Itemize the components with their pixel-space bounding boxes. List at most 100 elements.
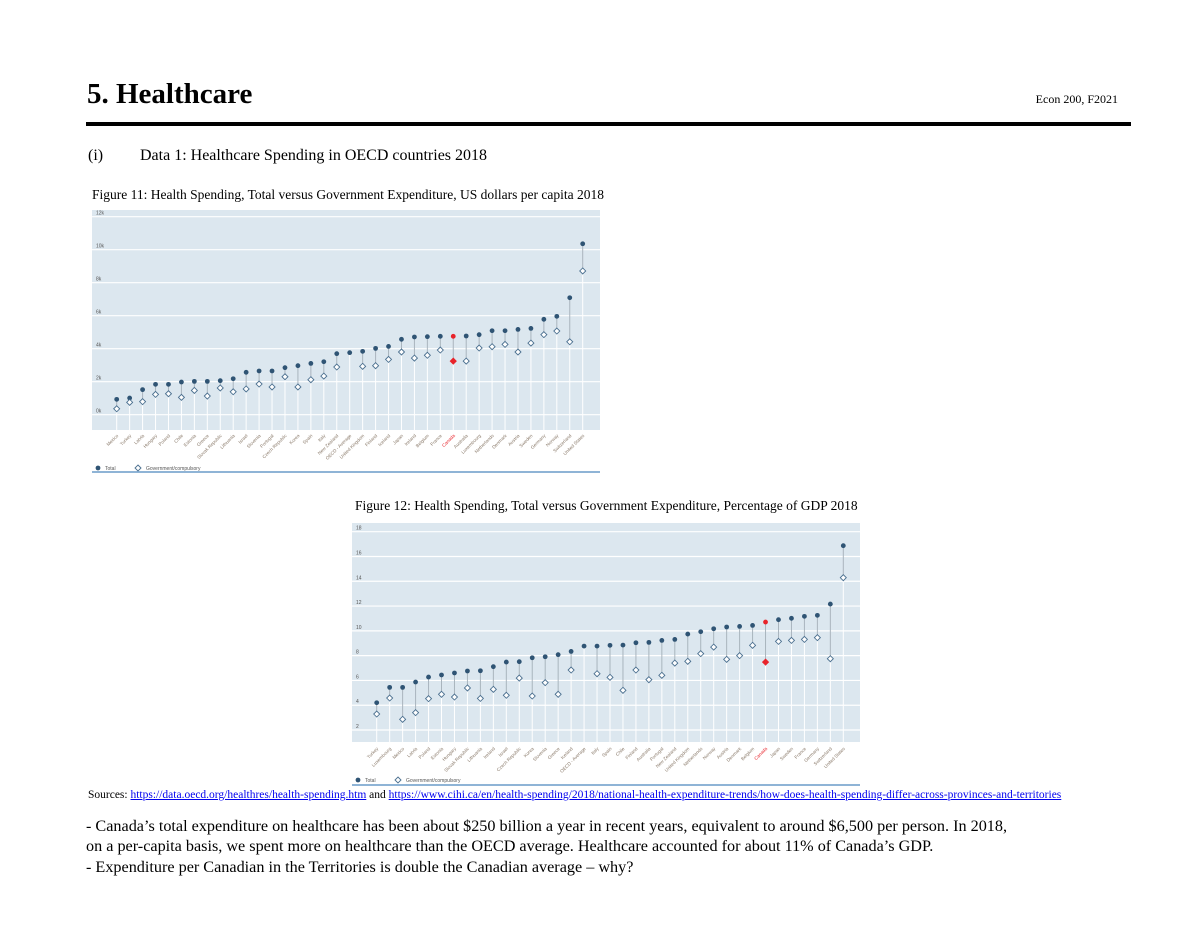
total-point — [360, 348, 366, 354]
total-point — [387, 684, 393, 690]
total-point — [567, 295, 573, 301]
government-point — [514, 348, 522, 356]
y-tick-label: 4 — [356, 699, 359, 705]
total-point — [347, 350, 353, 356]
government-point — [800, 635, 809, 644]
government-point — [463, 684, 472, 692]
country-label: Mexico — [106, 433, 120, 447]
government-point — [501, 340, 509, 349]
sources-and: and — [369, 789, 386, 801]
country-label: Turkey — [119, 433, 133, 447]
government-point — [787, 636, 796, 645]
section-number: (i) — [88, 147, 104, 164]
government-point — [138, 398, 147, 406]
government-point — [436, 346, 444, 354]
total-point — [633, 640, 639, 646]
total-point — [581, 643, 587, 649]
y-tick-label: 4k — [96, 343, 102, 349]
total-point — [256, 368, 262, 374]
total-point — [243, 369, 249, 375]
government-point — [761, 658, 770, 666]
government-point — [553, 327, 561, 335]
government-point — [774, 637, 783, 646]
total-point — [554, 313, 560, 319]
total-point — [476, 332, 482, 338]
total-point — [114, 396, 120, 402]
legend-government-label: Government/compulsory — [146, 466, 201, 472]
oecd-source-link[interactable]: https://data.oecd.org/healthres/health-s… — [130, 789, 367, 801]
country-label: Sweden — [779, 746, 795, 762]
total-point — [127, 395, 133, 401]
total-point — [789, 615, 794, 621]
country-label: Czech Republic — [261, 433, 288, 460]
country-label: Chile — [173, 433, 184, 444]
total-point — [308, 360, 314, 366]
government-point — [437, 690, 446, 698]
country-label: Hungary — [142, 433, 158, 449]
country-label: Norway — [702, 746, 717, 761]
country-label: Belgium — [740, 746, 755, 761]
total-point — [502, 328, 508, 334]
total-point — [412, 334, 417, 340]
government-point — [397, 348, 406, 356]
government-point — [684, 657, 692, 665]
legend-total-marker — [95, 465, 101, 471]
government-point — [255, 380, 263, 388]
legend-total-marker — [355, 777, 361, 783]
government-point — [540, 331, 548, 339]
total-point — [516, 659, 522, 665]
legend-total-label: Total — [365, 778, 376, 784]
total-point — [399, 336, 404, 342]
legend-government-label: Government/compulsory — [406, 778, 461, 784]
country-label: United Kingdom — [339, 433, 366, 460]
total-point — [840, 543, 846, 549]
total-point — [140, 387, 145, 393]
total-point — [452, 670, 457, 676]
country-label: Iceland — [377, 433, 391, 447]
total-point — [477, 668, 483, 674]
legend-government-marker — [394, 776, 402, 784]
total-point — [463, 333, 469, 339]
government-point — [177, 393, 186, 402]
country-label: Lithuania — [466, 746, 483, 763]
cihi-source-link[interactable]: https://www.cihi.ca/en/health-spending/2… — [388, 789, 1062, 801]
government-point — [113, 405, 121, 413]
government-point — [164, 390, 173, 398]
government-point — [449, 357, 457, 365]
government-point — [216, 384, 224, 392]
total-point — [672, 637, 678, 642]
course-label: Econ 200, F2021 — [1035, 92, 1118, 106]
government-point — [384, 355, 393, 364]
country-label: Poland — [158, 433, 172, 447]
total-point — [503, 659, 509, 665]
government-point — [632, 666, 640, 674]
country-label: Korea — [288, 433, 301, 446]
y-tick-label: 12 — [356, 600, 362, 606]
legend-total-label: Total — [105, 466, 116, 472]
government-point — [190, 386, 199, 395]
total-point — [724, 624, 730, 630]
total-point — [827, 601, 833, 607]
total-point — [424, 334, 430, 340]
government-point — [386, 694, 394, 702]
total-point — [321, 359, 327, 365]
government-point — [268, 383, 276, 391]
title-rule — [86, 122, 1131, 126]
country-label: Slovenia — [532, 746, 548, 762]
total-point — [763, 619, 768, 625]
government-point — [423, 351, 432, 359]
figure-12-caption: Figure 12: Health Spending, Total versus… — [355, 498, 858, 513]
country-label: Czech Republic — [496, 746, 523, 773]
total-point — [607, 642, 613, 648]
y-tick-label: 8 — [356, 650, 359, 656]
government-point — [410, 354, 419, 362]
government-point — [294, 383, 302, 391]
country-label: Finland — [364, 433, 379, 448]
government-point — [710, 643, 718, 651]
total-point — [269, 368, 275, 374]
total-point — [295, 363, 301, 369]
government-point — [398, 715, 407, 723]
country-label: Chile — [615, 746, 626, 757]
total-point — [191, 378, 197, 384]
total-point — [374, 700, 380, 706]
